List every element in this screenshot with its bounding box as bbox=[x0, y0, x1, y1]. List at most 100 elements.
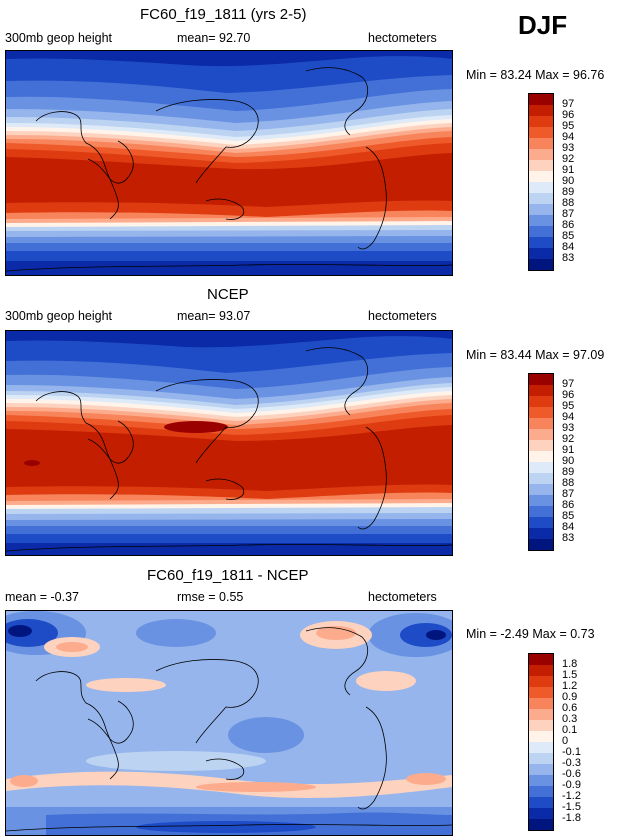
panel3-tick-label: 0.1 bbox=[562, 724, 578, 736]
panel1-title: FC60_f19_1811 (yrs 2-5) bbox=[140, 6, 307, 23]
panel3-minmax: Min = -2.49 Max = 0.73 bbox=[466, 627, 595, 641]
panel2-tick-label: 89 bbox=[562, 466, 575, 478]
panel1-map bbox=[5, 50, 453, 276]
panel1-swatch bbox=[529, 193, 553, 204]
panel1-swatch bbox=[529, 215, 553, 226]
panel1-tick-label: 88 bbox=[562, 197, 575, 209]
panel2-tick-label: 88 bbox=[562, 477, 575, 489]
panel3-rmse-label: rmse = 0.55 bbox=[177, 590, 244, 604]
panel2-tick-label: 96 bbox=[562, 389, 575, 401]
panel2-swatch bbox=[529, 407, 553, 418]
panel3-title: FC60_f19_1811 - NCEP bbox=[147, 567, 309, 584]
panel1-tick-label: 91 bbox=[562, 164, 575, 176]
panel3-tick-label: -0.1 bbox=[562, 746, 581, 758]
panel2-swatch bbox=[529, 429, 553, 440]
panel2-tick-label: 95 bbox=[562, 400, 575, 412]
panel3-tick-label: -1.5 bbox=[562, 801, 581, 813]
panel2-tick-label: 97 bbox=[562, 378, 575, 390]
panel1-swatch bbox=[529, 149, 553, 160]
panel2-tick-label: 91 bbox=[562, 444, 575, 456]
panel3-tick-label: 1.8 bbox=[562, 658, 578, 670]
panel3-swatch bbox=[529, 731, 553, 742]
panel2-swatch bbox=[529, 462, 553, 473]
panel2-tick-label: 87 bbox=[562, 488, 575, 500]
panel1-tick-label: 96 bbox=[562, 109, 575, 121]
panel3-mean-label: mean = -0.37 bbox=[5, 590, 80, 604]
panel2-swatch bbox=[529, 506, 553, 517]
panel2-swatch bbox=[529, 418, 553, 429]
panel1-swatch bbox=[529, 105, 553, 116]
panel2-swatch bbox=[529, 539, 553, 550]
panel3-tick-label: -0.3 bbox=[562, 757, 581, 769]
panel2-swatch bbox=[529, 374, 553, 385]
panel3-tick-label: -1.2 bbox=[562, 790, 581, 802]
panel3-colorbar bbox=[528, 653, 554, 831]
panel3-swatch bbox=[529, 775, 553, 786]
panel2-swatch bbox=[529, 385, 553, 396]
panel1-swatch bbox=[529, 248, 553, 259]
panel2-tick-label: 92 bbox=[562, 433, 575, 445]
panel1-colorbar bbox=[528, 93, 554, 271]
panel3-tick-label: -1.8 bbox=[562, 812, 581, 824]
season-label: DJF bbox=[518, 10, 568, 40]
panel3-tick-label: 0.6 bbox=[562, 702, 578, 714]
panel3-swatch bbox=[529, 753, 553, 764]
panel2-swatch bbox=[529, 473, 553, 484]
panel2-swatch bbox=[529, 528, 553, 539]
panel3-tick-label: -0.9 bbox=[562, 779, 581, 791]
panel1-tick-label: 86 bbox=[562, 219, 575, 231]
panel1-units-label: hectometers bbox=[368, 31, 437, 45]
panel3-swatch bbox=[529, 698, 553, 709]
panel1-minmax: Min = 83.24 Max = 96.76 bbox=[466, 68, 605, 82]
panel1-swatch bbox=[529, 226, 553, 237]
panel1-swatch bbox=[529, 160, 553, 171]
panel3-units-label: hectometers bbox=[368, 590, 437, 604]
panel3-swatch bbox=[529, 676, 553, 687]
panel3-swatch bbox=[529, 742, 553, 753]
panel2-swatch bbox=[529, 517, 553, 528]
panel1-swatch bbox=[529, 94, 553, 105]
panel1-tick-label: 89 bbox=[562, 186, 575, 198]
panel2-title: NCEP bbox=[207, 286, 249, 303]
panel2-swatch bbox=[529, 495, 553, 506]
panel1-tick-label: 94 bbox=[562, 131, 575, 143]
panel1-swatch bbox=[529, 182, 553, 193]
panel1-tick-label: 87 bbox=[562, 208, 575, 220]
panel1-swatch bbox=[529, 204, 553, 215]
panel3-map bbox=[5, 610, 453, 836]
panel3-tick-label: 0.9 bbox=[562, 691, 578, 703]
panel3-tick-label: 0 bbox=[562, 735, 569, 747]
panel3-swatch bbox=[529, 709, 553, 720]
panel1-swatch bbox=[529, 259, 553, 270]
panel3-swatch bbox=[529, 687, 553, 698]
panel2-swatch bbox=[529, 451, 553, 462]
panel3-swatch bbox=[529, 654, 553, 665]
panel2-tick-label: 94 bbox=[562, 411, 575, 423]
panel3-swatch bbox=[529, 665, 553, 676]
panel3-contour-plot bbox=[6, 611, 452, 835]
panel1-swatch bbox=[529, 138, 553, 149]
panel3-swatch bbox=[529, 797, 553, 808]
panel2-units-label: hectometers bbox=[368, 309, 437, 323]
panel3-swatch bbox=[529, 764, 553, 775]
panel2-mean-label: mean= 93.07 bbox=[177, 309, 251, 323]
panel2-colorbar bbox=[528, 373, 554, 551]
panel2-swatch bbox=[529, 396, 553, 407]
panel2-tick-label: 84 bbox=[562, 521, 575, 533]
panel2-swatch bbox=[529, 440, 553, 451]
panel1-mean-label: mean= 92.70 bbox=[177, 31, 251, 45]
panel3-tick-label: 1.5 bbox=[562, 669, 578, 681]
panel1-tick-label: 90 bbox=[562, 175, 575, 187]
panel3-swatch bbox=[529, 819, 553, 830]
panel2-contour-plot bbox=[6, 331, 452, 555]
panel2-swatch bbox=[529, 484, 553, 495]
panel1-tick-label: 85 bbox=[562, 230, 575, 242]
panel3-swatch bbox=[529, 720, 553, 731]
panel2-tick-label: 86 bbox=[562, 499, 575, 511]
panel2-tick-label: 90 bbox=[562, 455, 575, 467]
panel3-tick-label: 1.2 bbox=[562, 680, 578, 692]
panel1-variable-label: 300mb geop height bbox=[5, 31, 113, 45]
panel1-tick-label: 95 bbox=[562, 120, 575, 132]
panel3-swatch bbox=[529, 786, 553, 797]
panel2-map bbox=[5, 330, 453, 556]
